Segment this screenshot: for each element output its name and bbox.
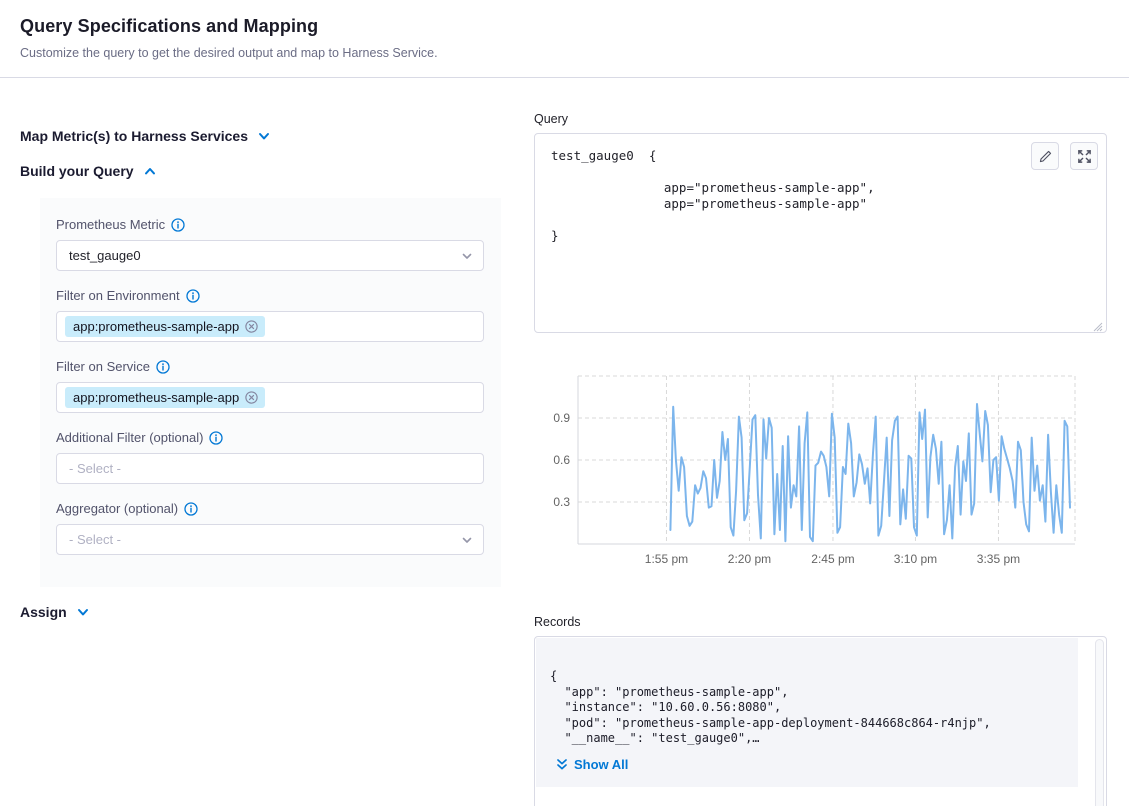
select-chevron-icon xyxy=(460,533,474,547)
field-additional-filter: Additional Filter (optional) - Select - xyxy=(56,430,485,484)
records-json: { "app": "prometheus-sample-app", "insta… xyxy=(550,669,991,745)
page-title: Query Specifications and Mapping xyxy=(20,16,319,36)
info-icon[interactable] xyxy=(185,288,200,303)
section-map-metrics-label: Map Metric(s) to Harness Services xyxy=(20,128,248,144)
build-query-panel: Prometheus Metric test_gauge0 Filter on … xyxy=(40,198,501,587)
filter-environment-label: Filter on Environment xyxy=(56,288,180,303)
additional-filter-label: Additional Filter (optional) xyxy=(56,430,204,445)
aggregator-select[interactable]: - Select - xyxy=(56,524,484,555)
right-column: Query test_gauge0 { app="prometheus-samp… xyxy=(534,112,1107,806)
prometheus-metric-select[interactable]: test_gauge0 xyxy=(56,240,484,271)
additional-filter-input[interactable]: - Select - xyxy=(56,453,484,484)
resize-handle[interactable] xyxy=(1093,319,1103,332)
edit-query-button[interactable] xyxy=(1031,142,1059,170)
field-label: Filter on Service xyxy=(56,359,485,374)
field-label: Prometheus Metric xyxy=(56,217,485,232)
filter-service-label: Filter on Service xyxy=(56,359,150,374)
info-icon[interactable] xyxy=(171,217,185,232)
query-section-label: Query xyxy=(534,112,569,126)
prometheus-metric-value: test_gauge0 xyxy=(69,248,141,263)
prometheus-metric-label: Prometheus Metric xyxy=(56,217,166,232)
fullscreen-icon xyxy=(1077,149,1091,163)
filter-service-input[interactable]: app:prometheus-sample-app xyxy=(56,382,484,413)
tag-label: app:prometheus-sample-app xyxy=(73,390,240,405)
aggregator-label: Aggregator (optional) xyxy=(56,501,179,516)
field-prometheus-metric: Prometheus Metric test_gauge0 xyxy=(56,217,485,271)
left-column: Map Metric(s) to Harness Services Build … xyxy=(20,128,501,620)
chevron-up-icon xyxy=(143,164,157,178)
svg-text:2:45 pm: 2:45 pm xyxy=(811,552,854,566)
section-map-metrics-toggle[interactable]: Map Metric(s) to Harness Services xyxy=(20,128,501,144)
svg-text:0.9: 0.9 xyxy=(553,411,570,425)
service-filter-tag: app:prometheus-sample-app xyxy=(65,387,266,408)
header-divider xyxy=(0,77,1129,78)
field-label: Filter on Environment xyxy=(56,288,485,303)
page-header: Query Specifications and Mapping Customi… xyxy=(20,16,438,60)
records-scrollbar[interactable] xyxy=(1095,639,1104,806)
records-section-label: Records xyxy=(534,615,581,629)
section-build-query-label: Build your Query xyxy=(20,163,134,179)
field-label: Additional Filter (optional) xyxy=(56,430,485,445)
double-chevron-down-icon xyxy=(557,758,567,769)
info-icon[interactable] xyxy=(184,501,198,516)
svg-text:0.6: 0.6 xyxy=(553,453,570,467)
expand-query-button[interactable] xyxy=(1070,142,1098,170)
field-aggregator: Aggregator (optional) - Select - xyxy=(56,501,485,555)
show-all-link[interactable]: Show All xyxy=(556,757,628,772)
additional-filter-placeholder: - Select - xyxy=(69,461,122,476)
environment-filter-tag: app:prometheus-sample-app xyxy=(65,316,266,337)
svg-text:1:55 pm: 1:55 pm xyxy=(645,552,688,566)
chevron-down-icon xyxy=(76,605,90,619)
svg-text:3:35 pm: 3:35 pm xyxy=(977,552,1020,566)
query-toolbar xyxy=(1031,142,1098,170)
select-chevron-icon xyxy=(460,249,474,263)
aggregator-placeholder: - Select - xyxy=(69,532,122,547)
filter-environment-input[interactable]: app:prometheus-sample-app xyxy=(56,311,484,342)
info-icon[interactable] xyxy=(209,430,224,445)
remove-tag-icon[interactable] xyxy=(244,390,259,405)
field-filter-service: Filter on Service app:prometheus-sample-… xyxy=(56,359,485,413)
section-assign-toggle[interactable]: Assign xyxy=(20,604,501,620)
field-filter-environment: Filter on Environment app:prometheus-sam… xyxy=(56,288,485,342)
section-assign-label: Assign xyxy=(20,604,67,620)
svg-text:0.3: 0.3 xyxy=(553,495,570,509)
info-icon[interactable] xyxy=(156,359,170,374)
svg-text:3:10 pm: 3:10 pm xyxy=(894,552,937,566)
field-label: Aggregator (optional) xyxy=(56,501,485,516)
tag-label: app:prometheus-sample-app xyxy=(73,319,240,334)
query-editor[interactable]: test_gauge0 { app="prometheus-sample-app… xyxy=(534,133,1107,333)
line-chart-svg: 0.3 0.6 0.9 1:55 pm 2:20 pm 2:45 pm 3:10 pm 3:3… xyxy=(553,375,1076,566)
records-viewer: { "app": "prometheus-sample-app", "insta… xyxy=(534,636,1107,806)
records-panel: { "app": "prometheus-sample-app", "insta… xyxy=(536,638,1078,787)
pencil-icon xyxy=(1039,150,1051,162)
chevron-down-icon xyxy=(257,129,271,143)
section-build-query-toggle[interactable]: Build your Query xyxy=(20,163,501,179)
remove-tag-icon[interactable] xyxy=(244,319,259,334)
page-subtitle: Customize the query to get the desired o… xyxy=(20,46,438,60)
metric-preview-chart: 0.3 0.6 0.9 1:55 pm 2:20 pm 2:45 pm 3:10 pm 3:3… xyxy=(534,374,1082,570)
show-all-label: Show All xyxy=(574,756,629,772)
query-code[interactable]: test_gauge0 { app="prometheus-sample-app… xyxy=(551,148,875,243)
svg-text:2:20 pm: 2:20 pm xyxy=(728,552,771,566)
